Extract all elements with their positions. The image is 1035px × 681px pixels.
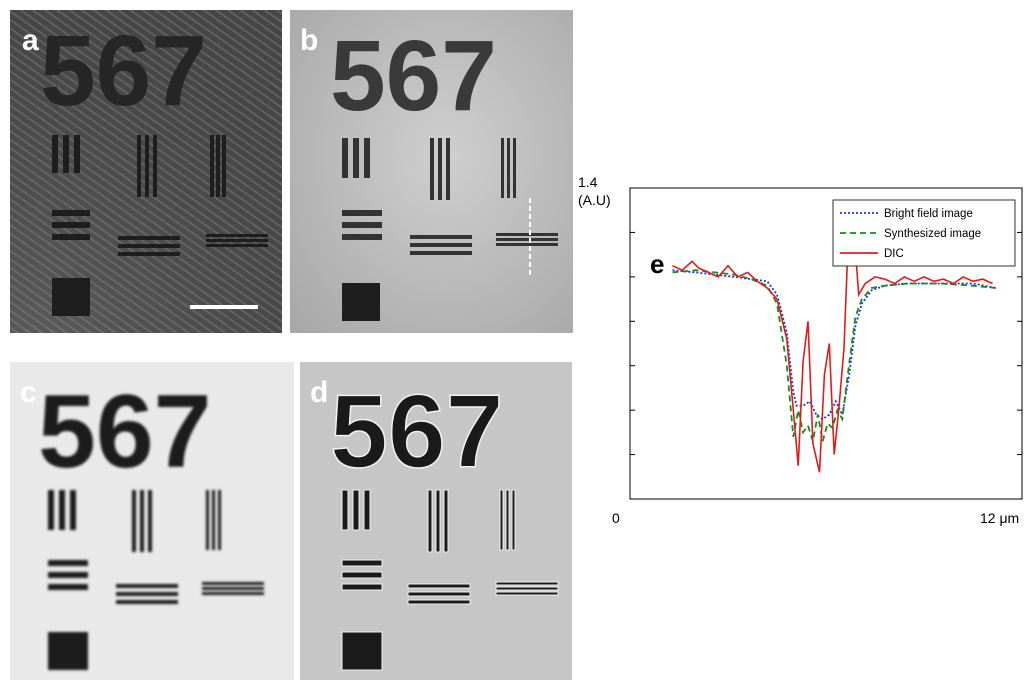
- target-digits: 567: [330, 20, 497, 132]
- panel-d-image: 567: [300, 362, 572, 680]
- series-layer: [672, 218, 997, 473]
- legend-label: Bright field image: [884, 208, 973, 220]
- x-axis-max-label: 12 μm: [980, 510, 1019, 526]
- panel-b-image: 567: [290, 10, 573, 333]
- legend-label: DIC: [884, 248, 904, 260]
- panel-b: 567 b: [290, 10, 573, 333]
- bar-groups: [52, 135, 268, 316]
- panel-b-label: b: [300, 24, 319, 57]
- panel-d-label: d: [310, 376, 329, 409]
- panel-a-label: a: [22, 24, 39, 57]
- panel-c-image: 567: [10, 362, 294, 680]
- scale-bar: [190, 305, 258, 309]
- panel-c-label: c: [20, 376, 37, 409]
- profile-chart: 1.4 (A.U) 0 12 μm e Bright field image Sy…: [570, 170, 1035, 540]
- bar-groups: [342, 138, 558, 321]
- target-digits: 567: [40, 15, 207, 127]
- panel-e-label: e: [650, 249, 664, 279]
- y-axis-unit-label: (A.U): [578, 192, 611, 208]
- panel-a: 567 a: [10, 10, 282, 333]
- legend: Bright field image Synthesized image DIC: [832, 199, 1016, 267]
- y-axis-top-label: 1.4: [578, 174, 598, 190]
- x-axis-min-label: 0: [612, 510, 620, 526]
- panel-a-image: 567: [10, 10, 282, 333]
- panel-d: 567 d: [300, 362, 572, 680]
- y-ticks: [630, 231, 1022, 456]
- bar-groups: [48, 490, 264, 670]
- profile-chart-svg: 1.4 (A.U) 0 12 μm e Bright field image Sy…: [578, 174, 1023, 526]
- target-digits: 567: [38, 374, 212, 490]
- legend-label: Synthesized image: [884, 228, 981, 240]
- panel-c: 567 c: [10, 362, 294, 680]
- bar-groups: [341, 489, 559, 671]
- series-line-3: [672, 218, 993, 473]
- target-digits: 567: [330, 374, 504, 490]
